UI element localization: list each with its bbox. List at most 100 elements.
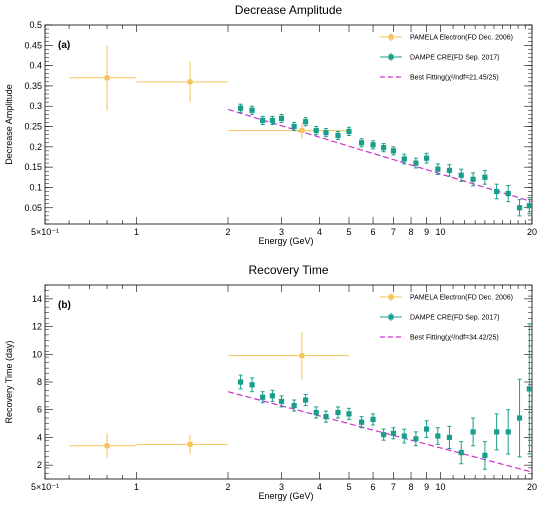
data-point [423,426,430,432]
best-fit-line [227,391,533,473]
x-tick-label: 7 [391,482,396,492]
legend-marker [388,34,394,40]
data-point [435,166,441,172]
data-point [482,452,488,459]
y-tick-label: 10 [32,349,42,359]
data-point [249,107,255,113]
data-point [291,402,297,409]
data-point [278,115,285,122]
data-point [470,429,476,435]
legend-entry: Best Fitting(χ²/ndf=21.45/25) [410,75,499,82]
x-tick-label: 6 [371,227,376,237]
y-axis-label: Decrease Amplitude [4,84,14,165]
chart-title: Recovery Time [248,263,328,277]
y-tick-label: 0.45 [24,40,42,50]
plot-frame [44,24,533,225]
data-point [458,172,464,178]
dampe-series [237,323,532,470]
data-point [303,119,309,125]
data-point [381,432,387,438]
x-tick-label: 10 [435,227,445,237]
data-point [435,433,441,439]
panel-label: (b) [58,300,71,311]
x-tick-label: 1 [134,227,139,237]
x-tick-label: 20 [527,227,537,237]
data-point [335,409,341,416]
data-point [237,379,244,385]
data-point [249,382,255,388]
data-point [323,414,329,420]
y-tick-label: 0.05 [24,203,42,213]
pamela-series [69,45,349,139]
y-tick-label: 6 [37,405,42,415]
x-tick-label: 4 [317,227,322,237]
x-tick-label: 2 [226,227,231,237]
data-point [370,142,376,148]
pamela-series [69,332,349,459]
legend-entry: PAMELA Electron(FD Dec. 2006) [410,35,513,42]
x-tick-label: 7 [391,227,396,237]
data-point [401,433,407,439]
data-point [278,398,285,404]
y-tick-label: 0.3 [29,101,42,111]
data-point [187,441,193,447]
data-point [346,411,352,417]
x-tick-label: 8 [409,227,414,237]
data-point [358,140,365,146]
y-tick-label: 0.5 [29,20,42,30]
x-tick-label: 1 [134,482,139,492]
x-tick-label: 6 [371,482,376,492]
x-axis-label: Energy (GeV) [258,236,313,246]
data-point [303,397,309,403]
legend-entry: DAMPE CRE(FD Sep. 2017) [410,315,499,322]
x-tick-label: 4 [317,482,322,492]
x-tick-label: 9 [424,482,429,492]
data-point [335,132,341,139]
data-point [269,117,276,124]
data-point [260,394,266,400]
x-axis-label: Energy (GeV) [258,491,313,501]
data-point [446,167,453,173]
data-point [516,205,523,211]
data-point [187,79,193,85]
legend-marker [388,294,394,300]
data-point [390,430,397,436]
x-tick-label: 3 [279,227,284,237]
x-tick-label: 8 [409,482,414,492]
data-point [313,409,319,416]
y-tick-label: 8 [37,377,42,387]
data-point [260,117,266,124]
data-point [390,148,397,154]
x-tick-label: 2 [226,482,231,492]
data-point [237,105,244,111]
data-point [413,436,419,442]
data-point [482,174,488,180]
x-tick-label: 5 [346,482,351,492]
data-point [505,429,511,435]
data-point [526,386,532,392]
legend-entry: PAMELA Electron(FD Dec. 2006) [410,295,513,302]
data-point [526,203,532,209]
legend-marker [388,54,394,60]
x-tick-label: 5 [346,227,351,237]
y-tick-label: 0.4 [29,61,42,71]
x-tick-label: 10 [435,482,445,492]
legend-marker [388,314,394,320]
data-point [494,188,500,195]
legend: PAMELA Electron(FD Dec. 2006) DAMPE CRE(F… [380,293,513,342]
data-point [323,130,329,136]
data-point [458,450,464,456]
panel-label: (a) [58,40,70,51]
data-point [423,155,430,161]
y-tick-label: 0.1 [29,182,42,192]
data-point [313,127,319,134]
dampe-series [237,103,532,217]
data-point [494,429,500,435]
y-tick-label: 12 [32,322,42,332]
data-point [358,419,365,425]
legend-entry: Best Fitting(χ²/ndf=34.42/25) [410,335,499,342]
data-point [401,156,407,162]
